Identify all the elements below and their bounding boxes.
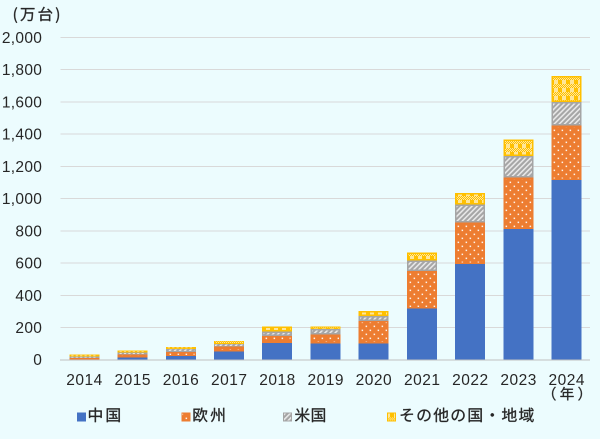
svg-text:2,000: 2,000	[2, 30, 42, 47]
svg-text:2022: 2022	[452, 372, 488, 389]
svg-text:1,600: 1,600	[2, 94, 42, 111]
svg-text:2019: 2019	[307, 372, 343, 389]
svg-text:400: 400	[15, 288, 42, 305]
svg-text:2014: 2014	[66, 372, 102, 389]
svg-text:1,200: 1,200	[2, 159, 42, 176]
svg-text:600: 600	[15, 256, 42, 273]
svg-text:1,800: 1,800	[2, 62, 42, 79]
svg-text:2015: 2015	[115, 372, 151, 389]
svg-text:2023: 2023	[500, 372, 536, 389]
svg-text:800: 800	[15, 223, 42, 240]
svg-text:2021: 2021	[404, 372, 440, 389]
svg-text:200: 200	[15, 320, 42, 337]
svg-text:1,400: 1,400	[2, 127, 42, 144]
svg-text:2020: 2020	[356, 372, 392, 389]
svg-text:1,000: 1,000	[2, 191, 42, 208]
svg-text:2016: 2016	[163, 372, 199, 389]
svg-text:2017: 2017	[211, 372, 247, 389]
svg-text:2024: 2024	[549, 372, 585, 389]
svg-text:0: 0	[33, 352, 42, 369]
svg-text:2018: 2018	[259, 372, 295, 389]
